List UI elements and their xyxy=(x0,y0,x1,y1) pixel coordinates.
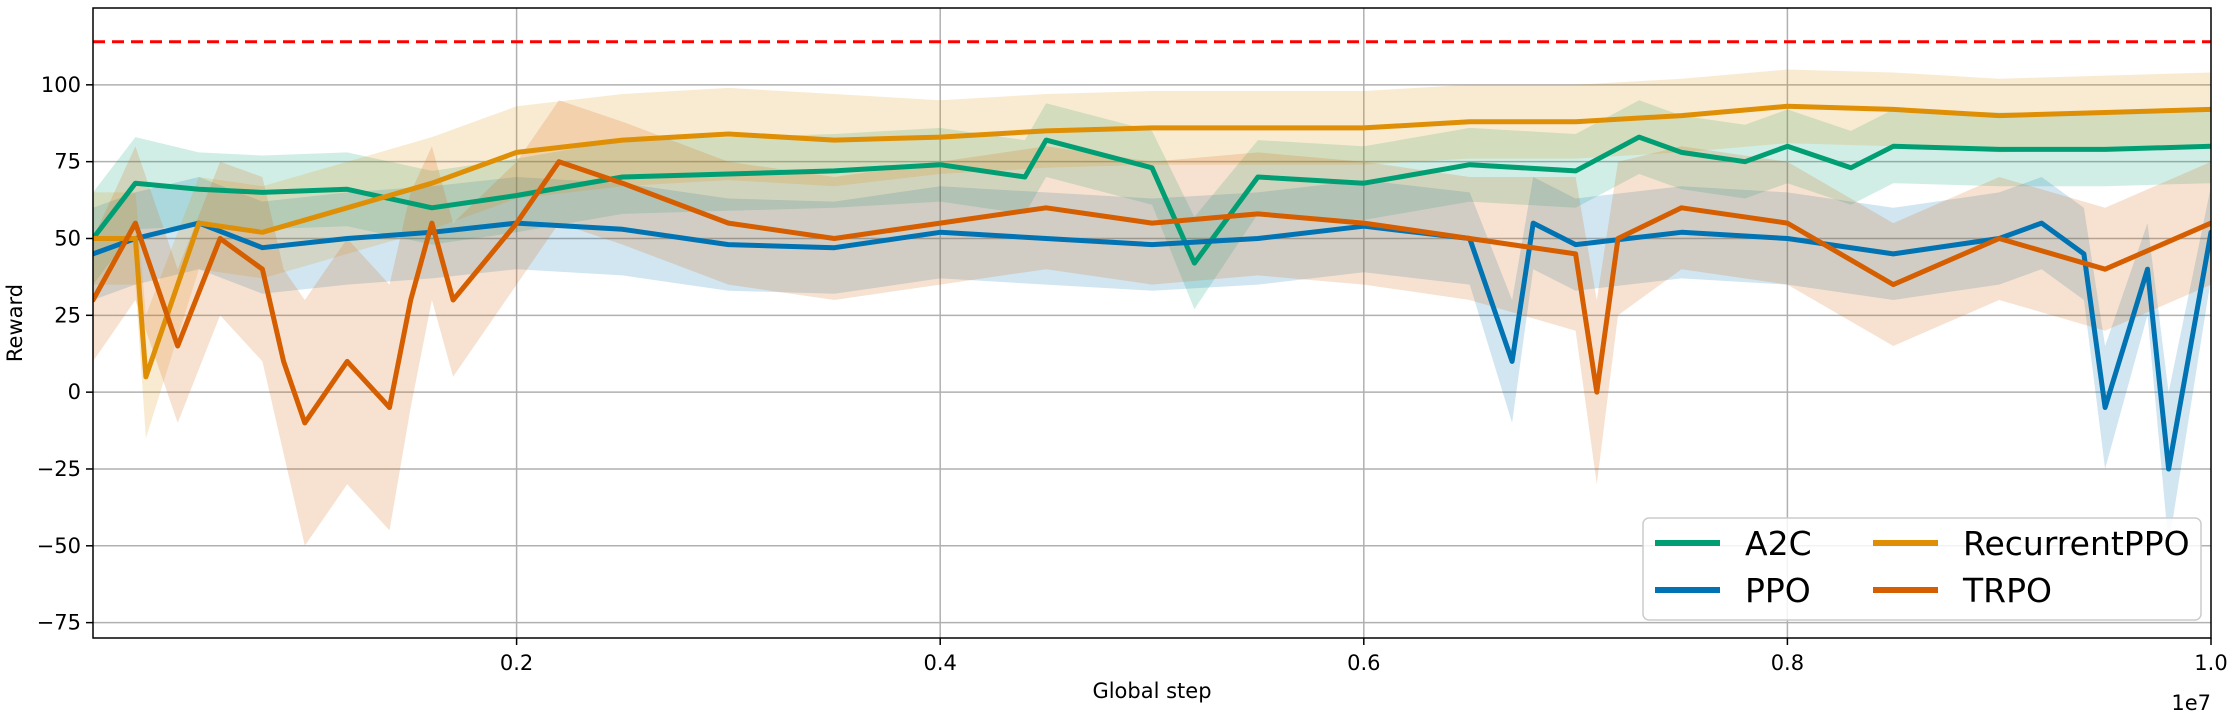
band-ppo xyxy=(93,177,2211,546)
y-tick-label: −75 xyxy=(37,611,81,635)
x-axis-label: Global step xyxy=(1092,679,1211,703)
x-tick-label: 0.4 xyxy=(923,651,956,675)
axis-ticks: 0.2 0.4 0.6 0.8 1.0 −75 −50 −25 0 25 50 75 100 xyxy=(37,73,2228,675)
band-trpo xyxy=(93,100,2211,546)
series-line-recurrentppo xyxy=(93,103,2211,380)
legend-label-ppo: PPO xyxy=(1745,571,1811,610)
y-axis-label: Reward xyxy=(3,284,27,362)
y-tick-label: 25 xyxy=(54,303,81,327)
legend: A2C PPO RecurrentPPO TRPO xyxy=(1642,517,2202,621)
band-recurrentppo xyxy=(93,69,2211,439)
legend-label-a2c: A2C xyxy=(1745,524,1812,563)
x-tick-label: 0.2 xyxy=(500,651,533,675)
y-tick-label: −25 xyxy=(37,457,81,481)
series-line-trpo xyxy=(93,159,2211,426)
legend-label-recurrentppo: RecurrentPPO xyxy=(1963,524,2190,563)
series-line-ppo xyxy=(93,220,2211,472)
x-axis-offset-label: 1e7 xyxy=(2171,691,2211,715)
y-tick-label: 0 xyxy=(68,380,81,404)
y-tick-label: 100 xyxy=(41,73,81,97)
x-tick-label: 0.6 xyxy=(1347,651,1380,675)
legend-box xyxy=(1642,517,2202,621)
y-tick-label: −50 xyxy=(37,534,81,558)
x-tick-label: 1.0 xyxy=(2194,651,2227,675)
plot-frame xyxy=(92,7,2212,639)
series-lines xyxy=(93,103,2211,472)
x-tick-label: 0.8 xyxy=(1771,651,1804,675)
legend-label-trpo: TRPO xyxy=(1962,571,2052,610)
y-tick-label: 50 xyxy=(54,226,81,250)
y-tick-label: 75 xyxy=(54,150,81,174)
series-line-a2c xyxy=(93,134,2211,266)
